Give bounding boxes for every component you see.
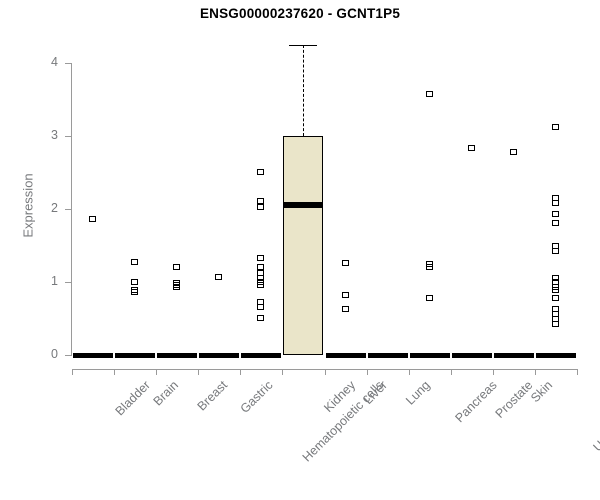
x-tick xyxy=(534,369,536,375)
data-point xyxy=(131,289,139,296)
x-axis-label-unknown-other: Unknown / Other xyxy=(590,378,600,455)
x-tick xyxy=(282,369,284,375)
x-tick xyxy=(156,369,158,375)
data-point xyxy=(551,287,559,294)
chart-title: ENSG00000237620 - GCNT1P5 xyxy=(199,6,401,21)
data-point xyxy=(551,274,559,281)
y-tick xyxy=(65,282,71,283)
whisker-cap-upper xyxy=(289,44,318,47)
data-point xyxy=(215,274,223,281)
box-pancreas xyxy=(409,352,450,358)
data-point xyxy=(551,123,559,130)
data-point xyxy=(425,263,433,270)
data-point xyxy=(551,243,559,250)
y-tick-label: 2 xyxy=(51,201,58,215)
box-prostate xyxy=(451,352,492,358)
data-point xyxy=(551,278,559,285)
y-tick xyxy=(65,209,71,210)
x-tick xyxy=(366,369,368,375)
y-tick-label: 4 xyxy=(51,55,58,69)
data-point xyxy=(89,216,97,223)
y-tick-label: 3 xyxy=(51,128,58,142)
data-point xyxy=(551,220,559,227)
data-point xyxy=(551,210,559,217)
data-point xyxy=(341,260,349,267)
x-tick xyxy=(492,369,494,375)
y-axis-line xyxy=(71,63,72,356)
y-tick xyxy=(65,355,71,356)
data-point xyxy=(551,294,559,301)
median-line xyxy=(283,202,324,209)
y-tick-label: 1 xyxy=(51,274,58,288)
data-point xyxy=(131,258,139,265)
data-point xyxy=(551,316,559,323)
x-tick xyxy=(324,369,326,375)
data-point xyxy=(341,291,349,298)
y-tick xyxy=(65,63,71,64)
data-point xyxy=(257,169,265,175)
box-lung xyxy=(367,352,408,358)
box-unknown-other xyxy=(535,352,576,358)
data-point xyxy=(509,149,517,156)
data-point xyxy=(425,90,433,97)
x-tick xyxy=(198,369,200,375)
x-axis-label-skin: Skin xyxy=(528,378,556,406)
x-tick xyxy=(72,369,73,375)
x-axis-label-breast: Breast xyxy=(194,378,231,414)
box-skin xyxy=(493,352,534,358)
data-point xyxy=(173,284,181,291)
data-point xyxy=(551,199,559,206)
x-tick xyxy=(577,369,578,375)
box-bladder xyxy=(73,352,114,358)
x-tick xyxy=(408,369,410,375)
x-axis-label-bladder: Bladder xyxy=(112,378,154,419)
whisker-upper xyxy=(303,44,305,136)
data-point xyxy=(551,320,559,327)
data-point xyxy=(131,278,139,285)
data-point xyxy=(173,263,181,270)
y-tick xyxy=(65,136,71,137)
y-tick-label: 0 xyxy=(51,347,58,361)
box-kidney xyxy=(283,136,324,355)
x-tick xyxy=(114,369,116,375)
data-point xyxy=(257,204,265,211)
x-axis-label-pancreas: Pancreas xyxy=(452,378,500,426)
data-point xyxy=(551,247,559,254)
data-point xyxy=(341,305,349,312)
data-point xyxy=(257,255,265,262)
x-tick xyxy=(240,369,242,375)
data-point xyxy=(257,278,265,285)
x-axis-label-prostate: Prostate xyxy=(492,378,536,421)
x-axis-label-lung: Lung xyxy=(402,378,433,408)
box-breast xyxy=(157,352,198,358)
data-point xyxy=(257,274,265,281)
data-point xyxy=(257,315,265,321)
box-gastric xyxy=(199,352,240,358)
x-axis-label-gastric: Gastric xyxy=(237,378,276,416)
box-brain xyxy=(115,352,156,358)
data-point xyxy=(425,294,433,301)
data-point xyxy=(257,282,265,289)
plot-area xyxy=(72,55,582,355)
data-point xyxy=(467,144,475,151)
data-point xyxy=(257,263,265,270)
box-liver xyxy=(325,352,366,358)
x-axis-label-brain: Brain xyxy=(150,378,182,409)
data-point xyxy=(257,304,265,311)
x-tick xyxy=(450,369,452,375)
box-hematopoietic-cells xyxy=(241,352,282,358)
data-point xyxy=(257,198,265,205)
